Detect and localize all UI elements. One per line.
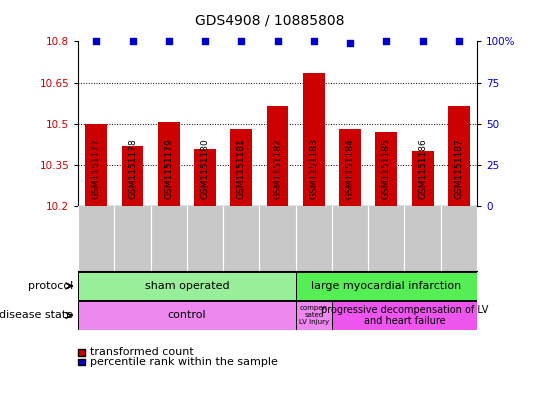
- Point: [237, 38, 246, 44]
- Bar: [158, 122, 179, 206]
- Bar: [332, 301, 477, 329]
- Text: progressive decompensation of LV
and heart failure: progressive decompensation of LV and hea…: [321, 305, 488, 326]
- Text: sham operated: sham operated: [144, 281, 229, 291]
- Point: [273, 38, 282, 44]
- Text: percentile rank within the sample: percentile rank within the sample: [90, 357, 278, 367]
- Bar: [231, 129, 252, 206]
- Point: [164, 38, 173, 44]
- Bar: [78, 301, 296, 329]
- Bar: [303, 73, 324, 206]
- Point: [309, 38, 318, 44]
- Text: large myocardial infarction: large myocardial infarction: [311, 281, 461, 291]
- Text: GDS4908 / 10885808: GDS4908 / 10885808: [195, 14, 344, 28]
- Bar: [78, 272, 296, 300]
- Bar: [296, 272, 477, 300]
- Point: [128, 38, 137, 44]
- Point: [201, 38, 209, 44]
- Point: [92, 38, 101, 44]
- Bar: [267, 106, 288, 206]
- Text: protocol: protocol: [27, 281, 73, 291]
- Text: compen
sated
LV injury: compen sated LV injury: [299, 305, 329, 325]
- Bar: [194, 149, 216, 206]
- Point: [382, 38, 391, 44]
- Bar: [376, 132, 397, 206]
- Bar: [296, 301, 332, 329]
- Bar: [412, 151, 433, 206]
- Text: disease state: disease state: [0, 310, 73, 320]
- Bar: [122, 146, 143, 206]
- Point: [346, 40, 355, 46]
- Point: [454, 38, 463, 44]
- Text: control: control: [168, 310, 206, 320]
- Bar: [339, 129, 361, 206]
- Point: [418, 38, 427, 44]
- Bar: [448, 106, 470, 206]
- Text: transformed count: transformed count: [90, 347, 194, 357]
- Bar: [85, 124, 107, 206]
